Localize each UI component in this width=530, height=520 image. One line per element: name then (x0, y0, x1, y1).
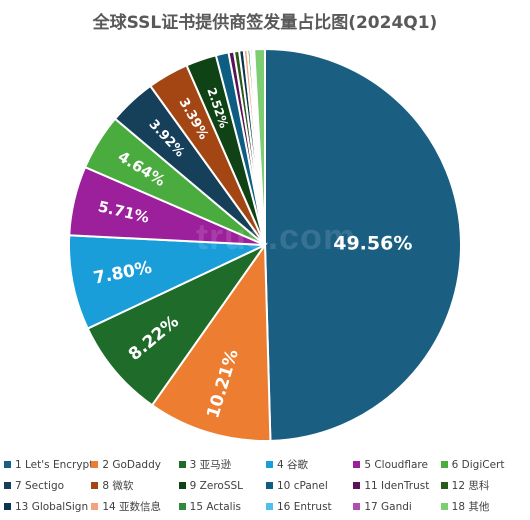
legend-label: 3 亚马逊 (189, 459, 232, 471)
watermark: trus.com (196, 216, 357, 257)
legend-label: 15 Actalis (189, 500, 241, 513)
legend-label: 7 Sectigo (15, 479, 65, 492)
legend-item-6: 6 DigiCert (440, 457, 528, 472)
legend-swatch (91, 461, 99, 468)
legend-item-8: 8 微软 (91, 478, 178, 493)
legend-swatch (178, 461, 186, 468)
legend-swatch (266, 482, 273, 489)
legend-item-14: 14 亚数信息 (91, 499, 178, 514)
legend-swatch (353, 482, 361, 489)
legend-swatch (4, 482, 11, 489)
legend-item-17: 17 Gandi (353, 499, 440, 514)
legend-label: 5 Cloudflare (364, 458, 428, 471)
legend-item-5: 5 Cloudflare (353, 457, 440, 472)
legend-label: 10 cPanel (277, 479, 328, 492)
pie-slice-4 (68, 234, 266, 330)
legend-swatch (91, 482, 99, 489)
legend-swatch (353, 503, 361, 510)
legend-swatch (178, 482, 186, 489)
legend-label: 4 谷歌 (277, 459, 309, 471)
legend-item-10: 10 cPanel (266, 478, 353, 493)
legend-label: 9 ZeroSSL (189, 479, 244, 492)
pie-slice-2 (150, 241, 272, 442)
legend-item-15: 15 Actalis (178, 499, 266, 514)
legend-swatch (440, 482, 448, 489)
legend-label: 17 Gandi (364, 500, 412, 513)
legend-swatch (440, 503, 448, 510)
legend-swatch (353, 461, 361, 468)
legend-swatch (440, 461, 448, 468)
legend: 1 Let's Encrypt 2 GoDaddy 3 亚马逊 4 谷歌 5 Cloud… (4, 457, 528, 514)
legend-label: 11 IdenTrust (364, 479, 430, 492)
chart-title: 全球SSL证书提供商签发量占比图(2024Q1) (92, 13, 438, 33)
legend-label: 14 亚数信息 (102, 501, 162, 513)
legend-swatch (4, 461, 11, 468)
legend-item-3: 3 亚马逊 (178, 457, 266, 472)
legend-item-1: 1 Let's Encrypt (4, 457, 91, 472)
legend-swatch (91, 503, 99, 510)
legend-item-9: 9 ZeroSSL (178, 478, 266, 493)
legend-item-16: 16 Entrust (266, 499, 353, 514)
legend-label: 8 微软 (102, 480, 134, 492)
legend-swatch (178, 503, 186, 510)
legend-item-13: 13 GlobalSign (4, 499, 91, 514)
legend-label: 13 GlobalSign (15, 500, 89, 513)
legend-label: 2 GoDaddy (102, 458, 161, 471)
legend-label: 12 思科 (451, 480, 490, 492)
legend-swatch (266, 461, 273, 468)
pie-slice-18 (253, 47, 266, 246)
legend-item-12: 12 思科 (440, 478, 528, 493)
data-label-1: 49.56% (333, 233, 412, 255)
pie-slice-1 (264, 47, 462, 442)
legend-item-18: 18 其他 (440, 499, 528, 514)
legend-swatch (266, 503, 273, 510)
pie-chart: 49.56%10.21%8.22%7.80%5.71%4.64%3.92%3.3… (68, 47, 462, 442)
legend-label: 1 Let's Encrypt (15, 458, 92, 471)
legend-item-2: 2 GoDaddy (91, 457, 178, 472)
legend-label: 18 其他 (451, 501, 490, 513)
legend-swatch (4, 503, 11, 510)
legend-label: 6 DigiCert (451, 458, 505, 471)
legend-label: 16 Entrust (277, 500, 332, 513)
legend-item-11: 11 IdenTrust (353, 478, 440, 493)
legend-item-4: 4 谷歌 (266, 457, 353, 472)
legend-item-7: 7 Sectigo (4, 478, 91, 493)
pie-slice-3 (86, 242, 268, 407)
